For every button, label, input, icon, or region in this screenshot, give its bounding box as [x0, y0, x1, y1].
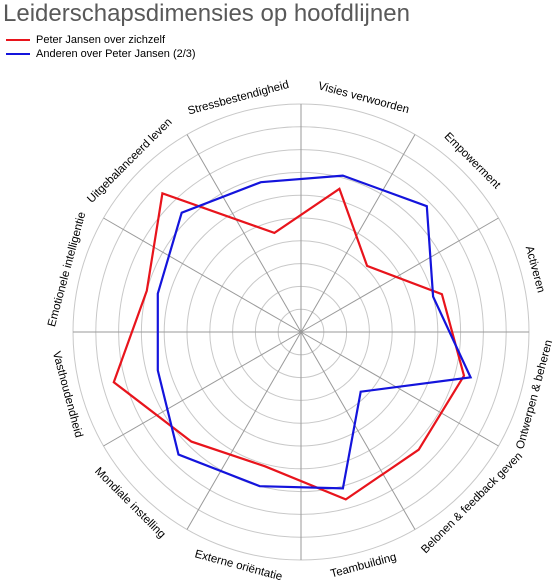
- legend-swatch-others: [6, 53, 30, 55]
- axis-label: Externe oriëntatie: [193, 548, 283, 582]
- grid-spoke: [186, 331, 302, 530]
- grid-spoke: [186, 134, 302, 333]
- legend-item-others: Anderen over Peter Jansen (2/3): [6, 47, 196, 61]
- grid-spoke: [300, 331, 416, 530]
- axis-label: Teambuilding: [329, 551, 398, 580]
- axis-label: Belonen & feedback geven: [419, 450, 525, 556]
- axis-label: Visies verwoorden: [317, 80, 411, 116]
- grid-spoke: [300, 331, 499, 447]
- legend-label-others: Anderen over Peter Jansen (2/3): [36, 48, 196, 60]
- grid-spoke: [300, 134, 416, 333]
- grid-spoke: [300, 217, 499, 333]
- axis-label: Stressbestendigheid: [187, 79, 291, 118]
- axis-label: Uitgebalanceerd leven: [85, 116, 174, 205]
- legend-swatch-self: [6, 39, 30, 41]
- grid-spoke: [103, 331, 302, 447]
- chart-title: Leiderschapsdimensies op hoofdlijnen: [3, 0, 410, 27]
- legend-item-self: Peter Jansen over zichzelf: [6, 33, 165, 47]
- axis-label: Activeren: [523, 245, 547, 294]
- axis-label: Vasthoudendheid: [50, 350, 85, 439]
- legend-label-self: Peter Jansen over zichzelf: [36, 34, 166, 46]
- grid-spoke: [103, 217, 302, 333]
- series-line-others: [156, 174, 473, 490]
- axis-label: Mondiale instelling: [92, 465, 167, 540]
- axis-label: Empowerment: [442, 130, 503, 191]
- series-line-self: [112, 187, 466, 501]
